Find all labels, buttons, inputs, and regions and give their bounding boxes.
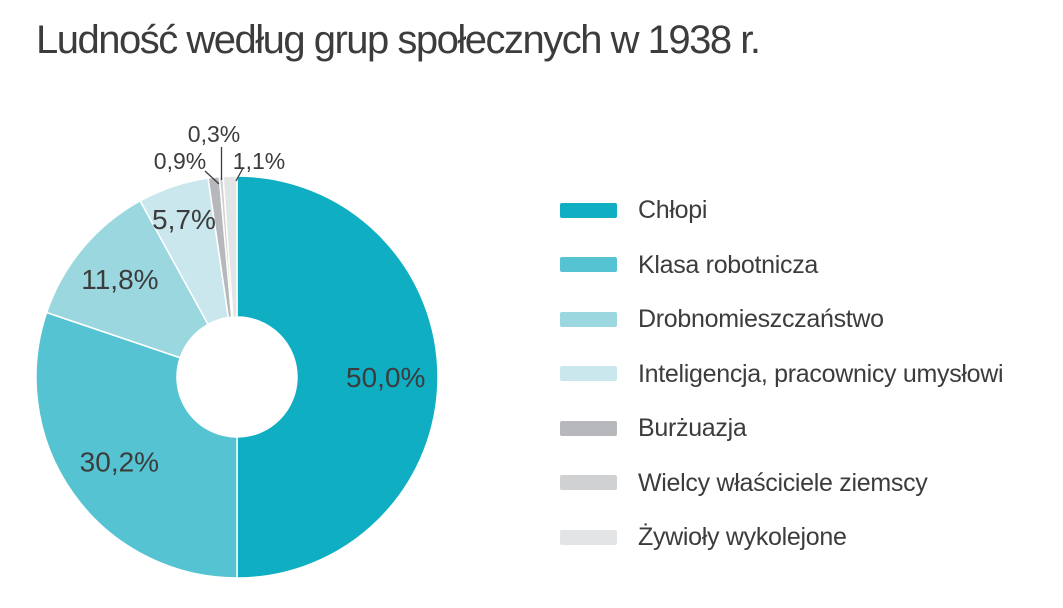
legend: Chłopi Klasa robotnicza Drobnomieszczańs… bbox=[560, 195, 1004, 552]
legend-item-3: Inteligencja, pracownicy umysłowi bbox=[560, 359, 1004, 389]
slice-label-2: 11,8% bbox=[81, 264, 158, 295]
pie-slice-1 bbox=[35, 311, 238, 579]
legend-item-1: Klasa robotnicza bbox=[560, 250, 1003, 280]
callout-leader-line-6 bbox=[235, 167, 244, 182]
legend-label: Żywioły wykolejone bbox=[638, 523, 847, 551]
pie-slice-2 bbox=[45, 200, 209, 359]
legend-swatch bbox=[560, 257, 617, 272]
legend-label: Drobnomieszczaństwo bbox=[638, 305, 884, 333]
pie-slice-0 bbox=[236, 175, 439, 579]
legend-swatch bbox=[560, 311, 617, 327]
legend-swatch bbox=[560, 529, 617, 545]
legend-item-5: Wielcy właściciele ziemscy bbox=[560, 468, 1003, 498]
pie-slice-6 bbox=[222, 175, 238, 318]
chart-title: Ludność według grup społecznych w 1938 r… bbox=[36, 18, 761, 62]
callout-label-5: 0,3% bbox=[188, 121, 240, 147]
legend-swatch bbox=[560, 420, 617, 436]
legend-label: Inteligencja, pracownicy umysłowi bbox=[638, 359, 1004, 388]
legend-label: Klasa robotnicza bbox=[638, 250, 819, 279]
callout-leader-line-4 bbox=[204, 170, 220, 185]
legend-item-0: Chłopi bbox=[560, 195, 1003, 225]
legend-label: Chłopi bbox=[638, 196, 708, 224]
legend-label: Wielcy właściciele ziemscy bbox=[638, 468, 928, 497]
legend-swatch bbox=[560, 366, 617, 381]
legend-swatch bbox=[560, 475, 617, 490]
legend-item-4: Burżuazja bbox=[560, 413, 1003, 443]
callout-label-4: 0,9% bbox=[154, 148, 206, 174]
legend-item-6: Żywioły wykolejone bbox=[560, 522, 1003, 552]
legend-label: Burżuazja bbox=[638, 414, 747, 442]
slice-label-1: 30,2% bbox=[80, 446, 159, 477]
legend-swatch bbox=[560, 202, 617, 218]
slice-label-3: 5,7% bbox=[152, 204, 216, 235]
slice-label-0: 50,0% bbox=[346, 362, 425, 393]
legend-item-2: Drobnomieszczaństwo bbox=[560, 304, 1003, 334]
callout-label-6: 1,1% bbox=[233, 148, 285, 174]
